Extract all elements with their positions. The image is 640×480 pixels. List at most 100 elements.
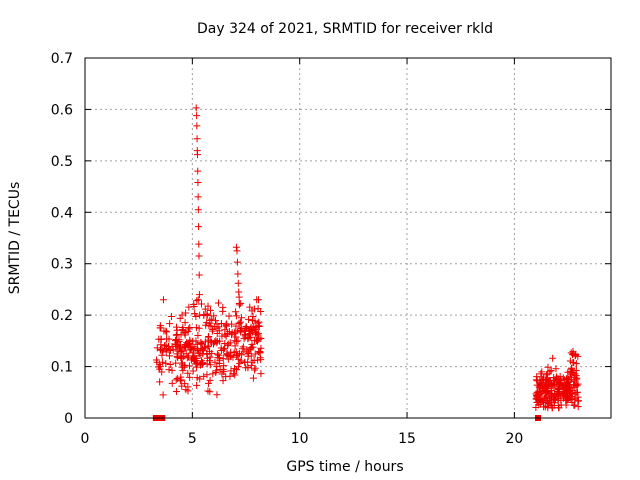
data-point <box>195 223 203 231</box>
data-point <box>219 303 227 311</box>
data-point <box>181 319 189 327</box>
data-point <box>168 313 176 321</box>
data-point <box>186 373 194 381</box>
data-point <box>251 325 259 333</box>
data-point <box>223 351 231 359</box>
data-point <box>246 303 254 311</box>
data-point <box>567 364 575 372</box>
y-axis-label: SRMTID / TECUs <box>7 182 23 295</box>
data-point <box>233 258 241 266</box>
data-point <box>181 331 189 339</box>
data-point <box>156 365 164 373</box>
y-tick-label: 0.2 <box>51 308 73 324</box>
x-axis-label: GPS time / hours <box>286 459 403 475</box>
data-point <box>253 296 261 304</box>
data-point <box>156 324 164 332</box>
data-point <box>241 330 249 338</box>
data-point <box>218 370 226 378</box>
x-axis-ticks: 0 5 10 15 20 <box>81 58 523 447</box>
data-point <box>194 331 202 339</box>
data-point <box>557 401 565 409</box>
data-point <box>204 302 212 310</box>
data-point <box>233 247 241 255</box>
data-point <box>165 352 173 360</box>
data-point <box>231 371 239 379</box>
data-point <box>232 333 240 341</box>
data-point <box>244 364 252 372</box>
data-point <box>194 206 202 214</box>
data-point <box>210 312 218 320</box>
data-point <box>566 373 574 381</box>
data-point <box>245 315 253 323</box>
data-point <box>178 355 186 363</box>
data-point <box>247 333 255 341</box>
data-point <box>215 351 223 359</box>
data-point <box>219 377 227 385</box>
data-point <box>180 363 188 371</box>
data-point <box>193 122 201 130</box>
y-tick-label: 0.7 <box>51 51 73 67</box>
data-point <box>225 312 233 320</box>
data-point <box>540 403 548 411</box>
data-point <box>157 336 165 344</box>
data-point <box>190 357 198 365</box>
data-point <box>238 345 246 353</box>
data-point <box>191 310 199 318</box>
data-point <box>162 359 170 367</box>
data-point <box>195 271 203 279</box>
data-point <box>200 372 208 380</box>
data-point <box>574 403 582 411</box>
data-point <box>236 318 244 326</box>
data-point <box>196 311 204 319</box>
data-point <box>203 310 211 318</box>
data-point <box>193 112 201 120</box>
data-point <box>165 366 173 374</box>
data-point <box>217 347 225 355</box>
x-tick-label: 15 <box>398 431 416 447</box>
data-point <box>156 378 164 386</box>
data-point <box>248 358 256 366</box>
data-point <box>188 346 196 354</box>
data-point <box>198 300 206 308</box>
data-point <box>231 328 239 336</box>
data-point <box>227 367 235 375</box>
data-point <box>556 376 564 384</box>
data-point <box>245 334 253 342</box>
data-point <box>185 303 193 311</box>
y-tick-label: 0.4 <box>51 205 73 221</box>
y-tick-label: 0.3 <box>51 257 73 273</box>
data-point <box>537 370 545 378</box>
data-point <box>166 320 174 328</box>
data-point <box>182 386 190 394</box>
data-point <box>163 328 171 336</box>
data-point <box>254 337 262 345</box>
y-tick-label: 0.6 <box>51 102 73 118</box>
data-point <box>254 319 262 327</box>
data-point <box>195 324 203 332</box>
data-point <box>547 367 555 375</box>
data-point <box>206 388 214 396</box>
data-point <box>193 381 201 389</box>
data-point <box>182 344 190 352</box>
data-point <box>564 375 572 383</box>
data-point <box>236 301 244 309</box>
data-point <box>204 379 212 387</box>
data-point <box>238 314 246 322</box>
data-point <box>571 401 579 409</box>
data-point <box>550 384 558 392</box>
data-point <box>244 335 252 343</box>
data-point <box>163 335 171 343</box>
data-point <box>176 377 184 385</box>
data-point <box>222 321 230 329</box>
data-point <box>555 381 563 389</box>
data-point <box>194 167 202 175</box>
data-point <box>547 391 555 399</box>
data-point <box>533 373 541 381</box>
data-point <box>573 382 581 390</box>
data-point <box>249 374 257 382</box>
data-point <box>189 367 197 375</box>
data-point <box>550 399 558 407</box>
data-point <box>205 342 213 350</box>
data-point <box>168 379 176 387</box>
